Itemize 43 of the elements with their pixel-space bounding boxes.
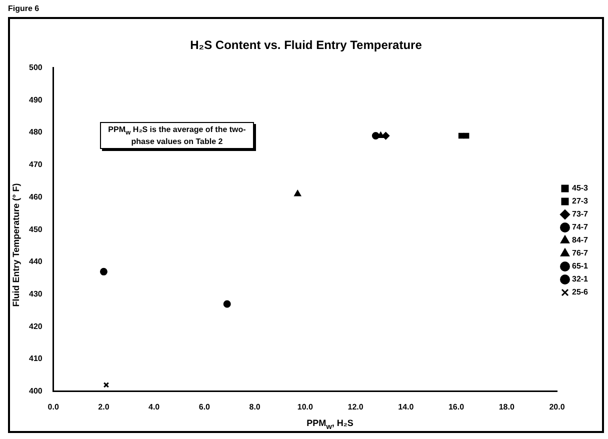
y-tick-label: 470 <box>28 160 43 170</box>
point <box>382 132 390 140</box>
legend-label: 76-7 <box>572 248 589 258</box>
legend-label: 25-6 <box>572 288 589 297</box>
y-tick-label: 500 <box>28 63 43 72</box>
y-tick-label: 440 <box>28 257 43 266</box>
legend-label: 74-7 <box>572 222 589 232</box>
x-tick-label: 10.0 <box>297 402 314 412</box>
x-tick-label: 6.0 <box>198 402 211 412</box>
point <box>294 190 301 196</box>
x-tick-label: 14.0 <box>398 402 414 412</box>
chart-title: H₂S Content vs. Fluid Entry Temperature <box>189 38 423 52</box>
x-tick-label: 0.0 <box>48 402 60 412</box>
x-tick-label: 16.0 <box>448 402 465 412</box>
legend-label: 65-1 <box>572 262 589 271</box>
y-tick-label: 460 <box>28 192 43 202</box>
legend-label: 84-7 <box>572 236 589 245</box>
annotation: PPM$_{w}$ H₂S is the average of the two-phase values on Table 2 <box>100 122 254 149</box>
y-tick-label: 480 <box>28 128 43 137</box>
x-axis-title: PPM$_{w}$, H₂S <box>306 418 354 431</box>
x-tick-label: 20.0 <box>549 402 566 412</box>
point <box>458 132 464 139</box>
y-tick-label: 430 <box>28 290 43 299</box>
x-tick-label: 2.0 <box>98 402 110 412</box>
y-tick-label: 410 <box>28 354 43 364</box>
legend-label: 73-7 <box>572 210 589 219</box>
y-tick-label: 420 <box>28 322 43 331</box>
x-tick-label: 12.0 <box>348 402 364 412</box>
point <box>372 132 380 140</box>
y-axis-title: Fluid Entry Temperature (° F) <box>11 182 21 309</box>
point <box>100 268 108 276</box>
caption: Figure 6 <box>8 4 40 13</box>
y-tick-label: 450 <box>28 224 43 234</box>
legend-label: 45-3 <box>572 184 589 193</box>
x-tick-label: 8.0 <box>249 402 261 412</box>
y-tick-label: 490 <box>28 95 43 104</box>
legend-label: 27-3 <box>572 196 589 206</box>
x-tick-label: 4.0 <box>148 402 160 412</box>
y-tick-label: 400 <box>28 386 43 396</box>
legend-label: 32-1 <box>572 274 589 284</box>
x-tick-label: 18.0 <box>498 402 515 412</box>
point <box>223 300 231 308</box>
point <box>103 382 110 388</box>
